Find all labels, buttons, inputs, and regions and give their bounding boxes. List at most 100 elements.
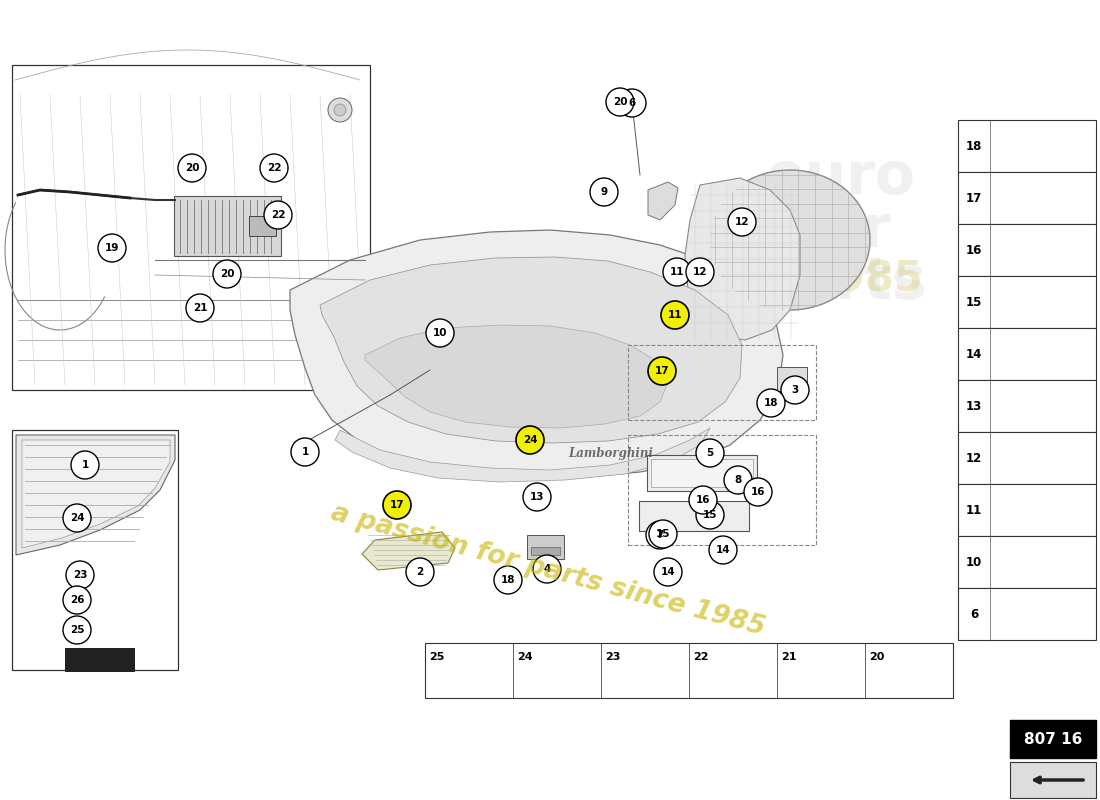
FancyBboxPatch shape: [958, 120, 1096, 172]
FancyBboxPatch shape: [65, 648, 135, 672]
Circle shape: [328, 98, 352, 122]
Circle shape: [63, 586, 91, 614]
Text: 1: 1: [81, 460, 89, 470]
FancyBboxPatch shape: [958, 172, 1096, 224]
Text: 10: 10: [966, 555, 982, 569]
Text: 25: 25: [69, 625, 85, 635]
Circle shape: [648, 357, 676, 385]
Text: 24: 24: [69, 513, 85, 523]
FancyBboxPatch shape: [958, 484, 1096, 536]
Circle shape: [654, 558, 682, 586]
Text: euro
car
parts: euro car parts: [754, 149, 926, 311]
Text: 1985: 1985: [807, 259, 923, 301]
Text: 21: 21: [192, 303, 207, 313]
Circle shape: [260, 154, 288, 182]
FancyBboxPatch shape: [777, 367, 807, 391]
Circle shape: [649, 520, 676, 548]
FancyBboxPatch shape: [527, 535, 564, 559]
Circle shape: [744, 478, 772, 506]
Circle shape: [406, 558, 434, 586]
Text: 23: 23: [605, 652, 620, 662]
Circle shape: [757, 389, 785, 417]
Circle shape: [213, 260, 241, 288]
Polygon shape: [710, 170, 870, 310]
Circle shape: [606, 88, 634, 116]
Circle shape: [264, 201, 292, 229]
Text: 23: 23: [73, 570, 87, 580]
FancyBboxPatch shape: [958, 380, 1096, 432]
Text: 11: 11: [966, 503, 982, 517]
Text: 21: 21: [781, 652, 796, 662]
Circle shape: [534, 555, 561, 583]
Circle shape: [292, 438, 319, 466]
Circle shape: [426, 319, 454, 347]
FancyBboxPatch shape: [958, 588, 1096, 640]
Circle shape: [646, 521, 674, 549]
Circle shape: [63, 504, 91, 532]
FancyBboxPatch shape: [958, 432, 1096, 484]
Text: 20: 20: [220, 269, 234, 279]
Text: 13: 13: [966, 399, 982, 413]
Text: 22: 22: [693, 652, 708, 662]
FancyBboxPatch shape: [958, 276, 1096, 328]
FancyBboxPatch shape: [958, 536, 1096, 588]
Text: 17: 17: [654, 366, 669, 376]
Circle shape: [696, 439, 724, 467]
Text: 14: 14: [966, 347, 982, 361]
FancyBboxPatch shape: [651, 459, 754, 487]
Polygon shape: [336, 428, 710, 482]
Text: 4: 4: [543, 564, 551, 574]
Text: 22: 22: [266, 163, 282, 173]
FancyBboxPatch shape: [1010, 720, 1096, 758]
Text: 2: 2: [417, 567, 424, 577]
Circle shape: [689, 486, 717, 514]
FancyBboxPatch shape: [958, 224, 1096, 276]
Text: 10: 10: [432, 328, 448, 338]
Text: 8: 8: [735, 475, 741, 485]
Text: 15: 15: [966, 295, 982, 309]
Text: 22: 22: [271, 210, 285, 220]
Circle shape: [178, 154, 206, 182]
Circle shape: [724, 466, 752, 494]
Polygon shape: [685, 178, 800, 340]
Polygon shape: [365, 325, 668, 428]
Circle shape: [618, 89, 646, 117]
Text: 18: 18: [966, 139, 982, 153]
FancyBboxPatch shape: [531, 547, 560, 555]
Text: 15: 15: [656, 529, 670, 539]
Text: 18: 18: [763, 398, 779, 408]
Text: 16: 16: [695, 495, 711, 505]
Polygon shape: [320, 257, 742, 443]
Circle shape: [663, 258, 691, 286]
Text: 7: 7: [657, 530, 663, 540]
Circle shape: [494, 566, 522, 594]
FancyBboxPatch shape: [425, 643, 953, 698]
Circle shape: [661, 301, 689, 329]
FancyBboxPatch shape: [174, 196, 280, 256]
Text: 17: 17: [389, 500, 405, 510]
Text: 1: 1: [301, 447, 309, 457]
Text: 15: 15: [703, 510, 717, 520]
Text: 20: 20: [185, 163, 199, 173]
Text: 6: 6: [628, 98, 636, 108]
Circle shape: [63, 616, 91, 644]
Text: 12: 12: [693, 267, 707, 277]
Text: 20: 20: [613, 97, 627, 107]
Text: 3: 3: [791, 385, 799, 395]
Text: 14: 14: [661, 567, 675, 577]
Circle shape: [516, 426, 544, 454]
Text: 24: 24: [517, 652, 532, 662]
Text: a passion for parts since 1985: a passion for parts since 1985: [328, 499, 768, 641]
Text: 14: 14: [716, 545, 730, 555]
Circle shape: [710, 536, 737, 564]
Polygon shape: [648, 182, 678, 220]
Circle shape: [522, 483, 551, 511]
Text: 26: 26: [69, 595, 85, 605]
FancyBboxPatch shape: [12, 430, 178, 670]
Polygon shape: [22, 440, 170, 548]
Polygon shape: [16, 435, 175, 555]
Text: 25: 25: [429, 652, 444, 662]
Text: 19: 19: [104, 243, 119, 253]
FancyBboxPatch shape: [639, 501, 749, 531]
Circle shape: [781, 376, 808, 404]
